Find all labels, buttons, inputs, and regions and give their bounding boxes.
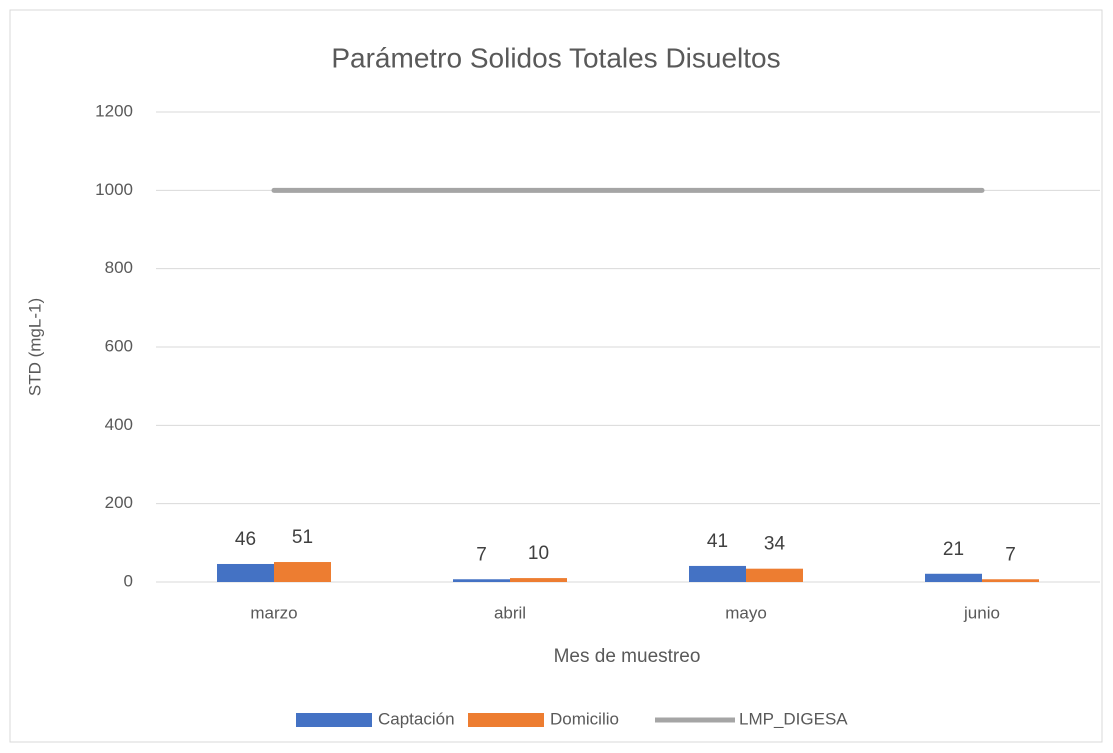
bar (925, 573, 982, 582)
bar (453, 579, 510, 582)
bar (689, 565, 746, 582)
data-label: 21 (943, 539, 964, 560)
data-label: 51 (292, 527, 313, 548)
x-axis-title: Mes de muestreo (554, 646, 701, 667)
y-tick-label: 1000 (95, 180, 133, 199)
chart-border (9, 9, 1103, 743)
data-label: 46 (235, 529, 256, 550)
legend-swatch (296, 713, 372, 727)
y-tick-label: 1200 (95, 101, 133, 120)
x-tick-label: marzo (250, 603, 297, 622)
y-tick-label: 200 (105, 493, 133, 512)
y-axis-title: STD (mgL-1) (25, 298, 44, 396)
y-tick-label: 0 (124, 571, 133, 590)
data-label: 7 (476, 544, 487, 565)
y-tick-label: 600 (105, 336, 133, 355)
y-tick-label: 400 (105, 415, 133, 434)
y-tick-label: 800 (105, 258, 133, 277)
legend-label: Captación (378, 709, 455, 728)
bar (510, 578, 567, 582)
bar (217, 563, 274, 582)
data-label: 34 (764, 534, 786, 555)
legend-label: Domicilio (550, 709, 619, 728)
bar (746, 568, 803, 582)
legend-label: LMP_DIGESA (739, 709, 848, 728)
bar (982, 579, 1039, 582)
x-tick-label: abril (494, 603, 526, 622)
x-tick-label: mayo (725, 603, 767, 622)
x-tick-label: junio (963, 603, 1000, 622)
legend-swatch (468, 713, 544, 727)
data-label: 10 (528, 543, 549, 564)
chart-title: Parámetro Solidos Totales Disueltos (331, 42, 780, 73)
bar (274, 562, 331, 582)
data-label: 7 (1005, 544, 1016, 565)
data-label: 41 (707, 531, 728, 552)
